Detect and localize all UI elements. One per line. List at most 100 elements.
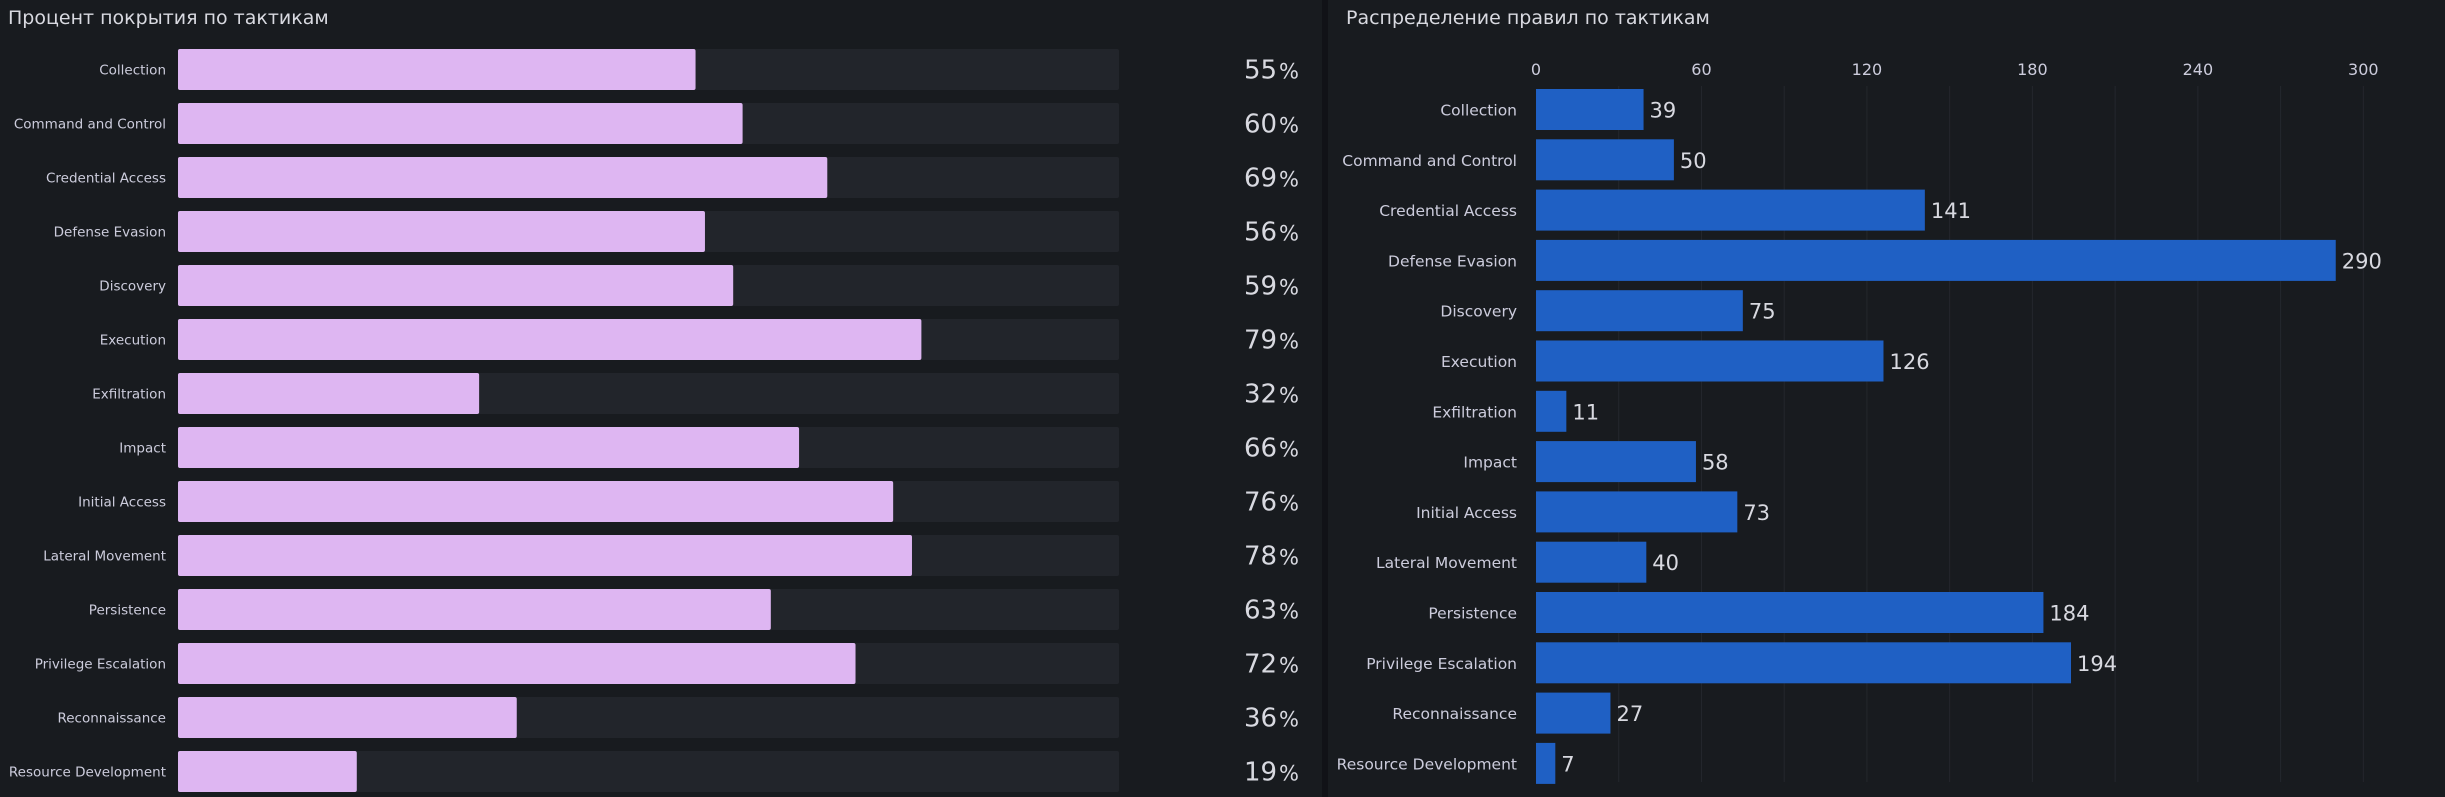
coverage-panel: Процент покрытия по тактикам Collection 5… <box>8 7 1299 792</box>
category-label: Reconnaissance <box>1392 705 1517 723</box>
percent-value: 32% <box>1244 380 1299 410</box>
x-tick-label: 60 <box>1691 60 1711 79</box>
rules-bar <box>1536 189 1925 231</box>
percent-unit: % <box>1279 546 1299 570</box>
x-tick-label: 180 <box>2017 60 2048 79</box>
percent-unit: % <box>1279 708 1299 732</box>
panel-divider <box>1322 0 1328 797</box>
category-label: Impact <box>1463 454 1517 472</box>
percent-value: 56% <box>1244 218 1299 248</box>
coverage-bar <box>178 265 734 306</box>
coverage-bar <box>178 697 517 738</box>
percent-value: 55% <box>1244 56 1299 86</box>
x-tick-label: 120 <box>1852 60 1883 79</box>
rules-value: 58 <box>1702 451 1729 475</box>
rules-bar <box>1536 139 1674 181</box>
category-label: Initial Access <box>1416 504 1517 522</box>
category-label: Command and Control <box>1342 152 1517 170</box>
percent-number: 59 <box>1244 272 1277 302</box>
rules-value: 40 <box>1652 551 1679 575</box>
category-label: Execution <box>100 333 166 349</box>
percent-number: 55 <box>1244 56 1277 86</box>
rules-bar <box>1536 340 1884 382</box>
category-label: Resource Development <box>9 765 166 781</box>
rules-value: 75 <box>1749 300 1776 324</box>
rules-bar <box>1536 541 1647 583</box>
percent-value: 78% <box>1244 542 1299 572</box>
coverage-bar <box>178 211 705 252</box>
rules-bar <box>1536 290 1743 332</box>
rules-value: 39 <box>1650 99 1677 123</box>
category-label: Discovery <box>1440 303 1517 321</box>
rules-value: 7 <box>1561 752 1574 776</box>
category-label: Persistence <box>1428 605 1517 623</box>
coverage-bar <box>178 157 828 198</box>
rules-bar <box>1536 491 1738 533</box>
percent-unit: % <box>1279 222 1299 246</box>
percent-unit: % <box>1279 330 1299 354</box>
rules-bar <box>1536 692 1611 734</box>
category-label: Lateral Movement <box>43 549 166 565</box>
rules-value: 11 <box>1572 400 1599 424</box>
rules-value: 126 <box>1889 350 1929 374</box>
rules-value: 184 <box>2049 602 2089 626</box>
rules-bar <box>1536 592 2044 633</box>
category-label: Persistence <box>89 603 166 619</box>
percent-value: 76% <box>1244 488 1299 518</box>
percent-number: 69 <box>1244 164 1277 194</box>
coverage-bar <box>178 427 800 468</box>
percent-number: 79 <box>1244 326 1277 356</box>
percent-number: 32 <box>1244 380 1277 410</box>
category-label: Exfiltration <box>92 387 166 403</box>
percent-value: 59% <box>1244 272 1299 302</box>
rules-value: 27 <box>1616 702 1643 726</box>
x-tick-label: 0 <box>1531 60 1541 79</box>
rules-bar <box>1536 239 2336 281</box>
category-label: Credential Access <box>1379 202 1517 220</box>
percent-value: 60% <box>1244 110 1299 140</box>
category-label: Resource Development <box>1337 755 1517 773</box>
percent-number: 19 <box>1244 758 1277 788</box>
rules-value: 194 <box>2077 652 2117 676</box>
category-label: Privilege Escalation <box>35 657 166 673</box>
percent-value: 72% <box>1244 650 1299 680</box>
coverage-panel-title: Процент покрытия по тактикам <box>8 7 329 29</box>
category-label: Impact <box>119 441 166 457</box>
coverage-chart: Collection 55% Command and Control 60% Crede… <box>9 49 1299 792</box>
category-label: Collection <box>99 63 166 79</box>
percent-number: 56 <box>1244 218 1277 248</box>
percent-unit: % <box>1279 492 1299 516</box>
category-label: Privilege Escalation <box>1366 655 1517 673</box>
coverage-bar <box>178 373 480 414</box>
rules-bar <box>1536 89 1644 130</box>
category-label: Execution <box>1441 353 1517 371</box>
rules-bar <box>1536 742 1556 784</box>
percent-number: 36 <box>1244 704 1277 734</box>
percent-value: 63% <box>1244 596 1299 626</box>
percent-unit: % <box>1279 762 1299 786</box>
percent-unit: % <box>1279 654 1299 678</box>
percent-value: 19% <box>1244 758 1299 788</box>
percent-number: 76 <box>1244 488 1277 518</box>
category-label: Lateral Movement <box>1376 554 1517 572</box>
percent-unit: % <box>1279 60 1299 84</box>
coverage-bar <box>178 751 357 792</box>
category-label: Defense Evasion <box>1388 252 1517 270</box>
coverage-bar <box>178 643 856 684</box>
percent-number: 63 <box>1244 596 1277 626</box>
coverage-bar <box>178 319 922 360</box>
rules-panel-title: Распределение правил по тактикам <box>1346 7 1710 29</box>
category-label: Discovery <box>99 279 166 295</box>
category-label: Initial Access <box>78 495 166 511</box>
coverage-bar <box>178 103 743 144</box>
percent-unit: % <box>1279 600 1299 624</box>
coverage-bar <box>178 481 894 522</box>
rules-value: 50 <box>1680 149 1707 173</box>
bar-track <box>178 751 1119 792</box>
rules-bar <box>1536 642 2072 684</box>
percent-value: 79% <box>1244 326 1299 356</box>
category-label: Credential Access <box>46 171 166 187</box>
percent-number: 78 <box>1244 542 1277 572</box>
x-tick-label: 300 <box>2348 60 2379 79</box>
x-tick-label: 240 <box>2183 60 2214 79</box>
